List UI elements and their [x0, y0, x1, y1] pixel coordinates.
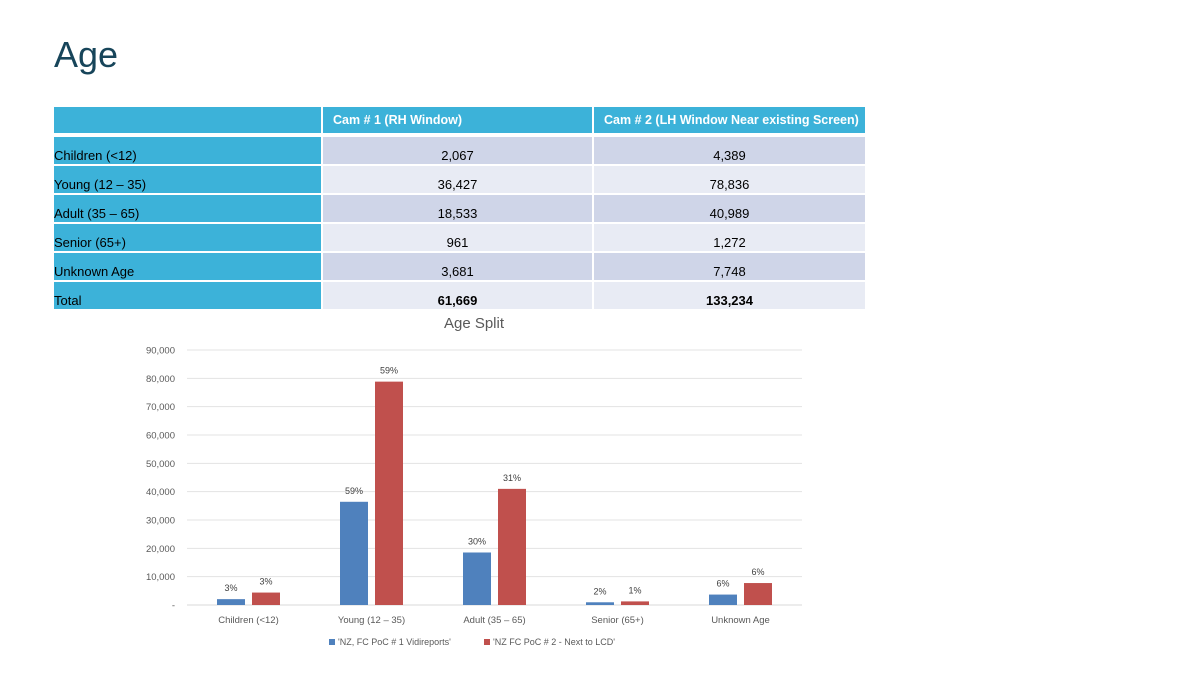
cam1-value: 3,681	[321, 251, 593, 281]
data-label: 30%	[468, 536, 486, 546]
chart-title: Age Split	[443, 315, 505, 332]
bar	[252, 592, 280, 605]
cam1-value: 18,533	[321, 193, 593, 223]
y-tick-label: 90,000	[146, 346, 175, 357]
data-label: 59%	[345, 486, 363, 496]
bar	[463, 552, 491, 605]
table-header-cam2: Cam # 2 (LH Window Near existing Screen)	[593, 107, 865, 135]
y-tick-label: 80,000	[146, 374, 175, 385]
cam2-value: 133,234	[592, 280, 865, 309]
y-tick-label: 20,000	[146, 544, 175, 555]
y-tick-label: 60,000	[146, 431, 175, 442]
x-tick-label: Unknown Age	[711, 615, 770, 626]
row-label: Unknown Age	[54, 251, 322, 281]
page-title: Age	[54, 34, 119, 75]
table-row: Children (<12) 2,067 4,389	[54, 133, 865, 165]
data-label: 3%	[259, 577, 272, 587]
y-tick-label: -	[172, 601, 175, 612]
y-tick-label: 50,000	[146, 459, 175, 470]
x-tick-label: Adult (35 – 65)	[463, 615, 525, 626]
bar	[340, 501, 368, 605]
bar	[586, 602, 614, 605]
row-label: Senior (65+)	[54, 222, 322, 252]
table-row: Unknown Age 3,681 7,748	[54, 251, 865, 281]
cam2-value: 1,272	[592, 222, 865, 252]
cam1-value: 61,669	[321, 280, 593, 309]
data-label: 2%	[593, 586, 606, 596]
cam2-value: 78,836	[592, 164, 865, 194]
row-label: Children (<12)	[54, 133, 322, 165]
legend-label: 'NZ FC PoC # 2 - Next to LCD'	[493, 637, 615, 647]
table-row: Senior (65+) 961 1,272	[54, 222, 865, 252]
row-label: Young (12 – 35)	[54, 164, 322, 194]
row-label: Total	[54, 280, 322, 309]
legend-label: 'NZ, FC PoC # 1 Vidireports'	[338, 637, 451, 647]
cam1-value: 2,067	[321, 133, 593, 165]
y-tick-label: 10,000	[146, 572, 175, 583]
table-row: Young (12 – 35) 36,427 78,836	[54, 164, 865, 194]
bar	[709, 594, 737, 605]
data-label: 1%	[628, 585, 641, 595]
cam2-value: 40,989	[592, 193, 865, 223]
cam2-value: 7,748	[592, 251, 865, 281]
table-row: Adult (35 – 65) 18,533 40,989	[54, 193, 865, 223]
cam2-value: 4,389	[592, 133, 865, 165]
bar	[621, 601, 649, 605]
y-tick-label: 40,000	[146, 487, 175, 498]
cam1-value: 36,427	[321, 164, 593, 194]
x-tick-label: Young (12 – 35)	[338, 615, 405, 626]
bar	[375, 381, 403, 605]
table-header-row: Cam # 1 (RH Window) Cam # 2 (LH Window N…	[54, 107, 865, 135]
data-label: 6%	[716, 579, 729, 589]
cam1-value: 961	[321, 222, 593, 252]
legend-swatch	[329, 639, 335, 645]
data-label: 6%	[751, 567, 764, 577]
row-label: Adult (35 – 65)	[54, 193, 322, 223]
bar	[498, 488, 526, 605]
legend-swatch	[484, 639, 490, 645]
data-label: 31%	[503, 473, 521, 483]
age-table: Cam # 1 (RH Window) Cam # 2 (LH Window N…	[54, 107, 865, 309]
table-header-cam1: Cam # 1 (RH Window)	[322, 107, 594, 135]
table-header-blank	[54, 107, 323, 135]
x-tick-label: Senior (65+)	[591, 615, 644, 626]
data-label: 3%	[224, 583, 237, 593]
table-row-total: Total 61,669 133,234	[54, 280, 865, 309]
bar	[744, 583, 772, 605]
data-label: 59%	[380, 366, 398, 376]
x-tick-label: Children (<12)	[218, 615, 278, 626]
y-tick-label: 30,000	[146, 516, 175, 527]
bar	[217, 599, 245, 605]
y-tick-label: 70,000	[146, 402, 175, 413]
